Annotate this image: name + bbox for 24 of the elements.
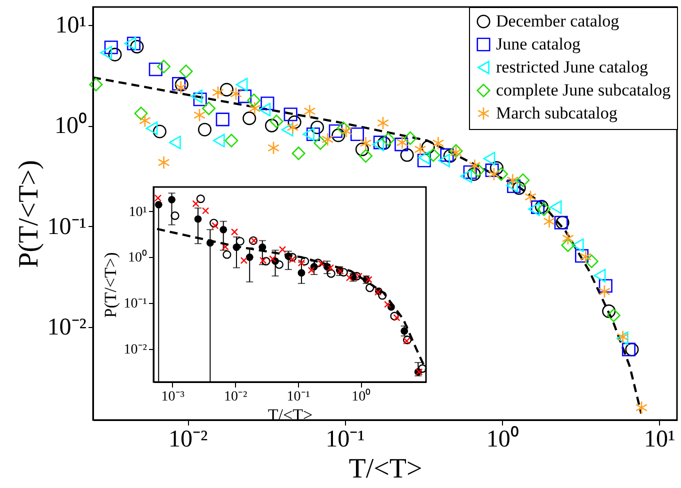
y-tick-label: 10⁻² (124, 342, 147, 358)
y-tick-label: 10⁰ (54, 112, 86, 140)
legend-label: complete June subcatalog (496, 80, 672, 100)
y-tick-label: 10⁻² (47, 314, 86, 341)
legend-label: restricted June catalog (496, 58, 648, 76)
x-tick-label: 10⁰ (352, 388, 371, 404)
y-tick-label: 10⁰ (128, 250, 147, 266)
x-tick-label: 10⁻¹ (286, 390, 310, 404)
y-tick-label: 10⁻¹ (124, 296, 147, 312)
y-tick-label: 10¹ (128, 204, 147, 220)
y-axis-title: P(T/<T>) (100, 252, 120, 318)
x-tick-label: 10⁻³ (161, 390, 184, 404)
legend-label: June catalog (496, 34, 581, 54)
legend-label: March subcatalog (496, 104, 618, 122)
y-tick-label: 10¹ (55, 12, 86, 38)
y-axis-title: P(T/<T>) (13, 160, 44, 268)
x-tick-label: 10¹ (644, 426, 676, 452)
legend-label: December catalog (496, 12, 620, 30)
x-tick-label: 10⁻² (168, 426, 208, 452)
x-tick-label: 10⁻¹ (326, 426, 365, 452)
x-tick-label: 10⁰ (486, 426, 518, 452)
x-axis-title: T/<T> (348, 454, 422, 484)
x-tick-label: 10⁻² (224, 390, 248, 404)
y-tick-label: 10⁻¹ (47, 214, 86, 240)
